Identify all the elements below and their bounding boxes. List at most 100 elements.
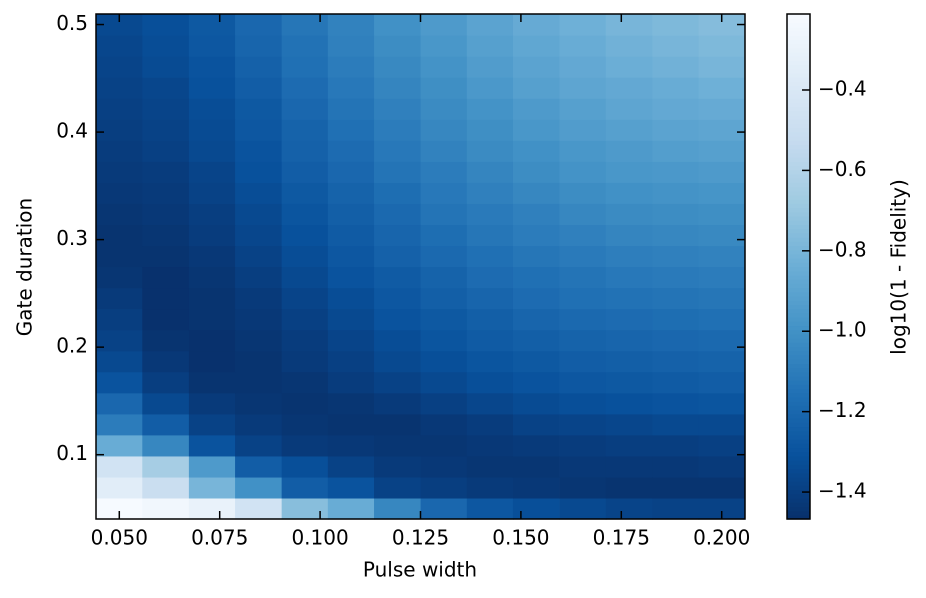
heatmap-cell [420,497,468,520]
heatmap-cell [188,287,236,310]
colorbar-swatch [787,216,810,221]
colorbar-swatch [787,443,810,449]
heatmap-cell [512,371,560,394]
heatmap-cell [327,56,375,78]
heatmap-cell [235,224,283,247]
heatmap-cell [559,308,607,331]
colorbar-swatch [787,123,810,129]
heatmap-cell [374,161,421,183]
heatmap-cell [652,35,700,57]
heatmap-cell [374,140,421,162]
heatmap-cell [235,350,283,373]
heatmap-cell [374,413,421,436]
colorbar-label: log10(1 - Fidelity) [887,179,911,355]
colorbar-swatch [787,338,810,343]
heatmap-cell [142,14,190,36]
heatmap-cell [466,476,514,499]
heatmap-cell [96,392,144,415]
colorbar-swatch [787,308,810,314]
x-tick-label: 0.175 [593,526,650,550]
colorbar-swatch [787,291,810,297]
heatmap-cell [235,497,283,520]
colorbar-swatch [787,430,810,436]
heatmap-cell [605,98,653,120]
heatmap-cell [698,182,746,204]
heatmap-cell [466,98,514,120]
heatmap-cell [652,224,700,247]
heatmap-cell [142,350,190,373]
colorbar-swatch [787,93,810,99]
heatmap-cell [652,455,700,478]
heatmap-cell [281,14,329,36]
heatmap-cell [512,392,560,415]
heatmap-cell [652,77,700,99]
colorbar-swatch [787,405,810,411]
heatmap-cell [96,77,144,99]
colorbar-swatch [787,426,810,432]
heatmap-cell [605,56,653,78]
colorbar-swatch [787,447,810,453]
heatmap-cell [235,245,283,268]
heatmap-cell [188,245,236,268]
heatmap-cell [142,119,190,141]
heatmap-cell [420,308,468,331]
heatmap-cell [512,413,560,436]
heatmap-cell [466,140,514,162]
heatmap-cell [235,476,283,499]
heatmap-cell [466,182,514,204]
heatmap-cell [466,77,514,99]
heatmap-cell [559,287,607,310]
colorbar-swatch [787,321,810,327]
heatmap-cell [96,98,144,120]
heatmap-cell [698,98,746,120]
heatmap-cell [512,77,560,99]
colorbar-swatch [787,413,810,419]
heatmap-cell [652,476,700,499]
heatmap-cell [420,77,468,99]
heatmap-cell [327,77,375,99]
heatmap-cell [188,371,236,394]
heatmap-cell [374,329,421,352]
heatmap-cell [512,224,560,247]
colorbar-swatch [787,182,810,188]
heatmap-cell [605,35,653,57]
colorbar-swatch [787,249,810,255]
heatmap-cell [374,392,421,415]
heatmap-cell [281,56,329,78]
heatmap-cell [281,224,329,247]
heatmap-cell [698,203,746,226]
colorbar-swatch [787,295,810,301]
heatmap-cell [142,203,190,226]
heatmap-cell [142,329,190,352]
heatmap-cell [420,119,468,141]
heatmap-cell [374,245,421,268]
y-tick-label: 0.1 [56,441,88,465]
heatmap-cell [652,497,700,520]
heatmap-cell [466,497,514,520]
heatmap-cell [281,203,329,226]
heatmap-cell [96,308,144,331]
heatmap-cell [512,203,560,226]
heatmap-cell [188,329,236,352]
heatmap-cell [142,287,190,310]
heatmap-cell [96,413,144,436]
heatmap-cell [142,476,190,499]
colorbar-swatch [787,392,810,398]
heatmap-cell [281,119,329,141]
x-tick-label: 0.100 [291,526,348,550]
colorbar-swatch [787,460,810,465]
heatmap-cell [374,371,421,394]
heatmap-cell [605,371,653,394]
heatmap-cell [188,98,236,120]
heatmap-cell [652,392,700,415]
colorbar-swatch [787,502,810,507]
colorbar-tick-label: −0.6 [818,157,867,181]
colorbar-swatch [787,300,810,305]
heatmap-cell [374,455,421,478]
heatmap-cell [235,266,283,289]
heatmap-cell [327,308,375,331]
heatmap-cell [420,140,468,162]
heatmap-cell [374,119,421,141]
heatmap-cell [605,266,653,289]
colorbar-swatch [787,367,810,373]
